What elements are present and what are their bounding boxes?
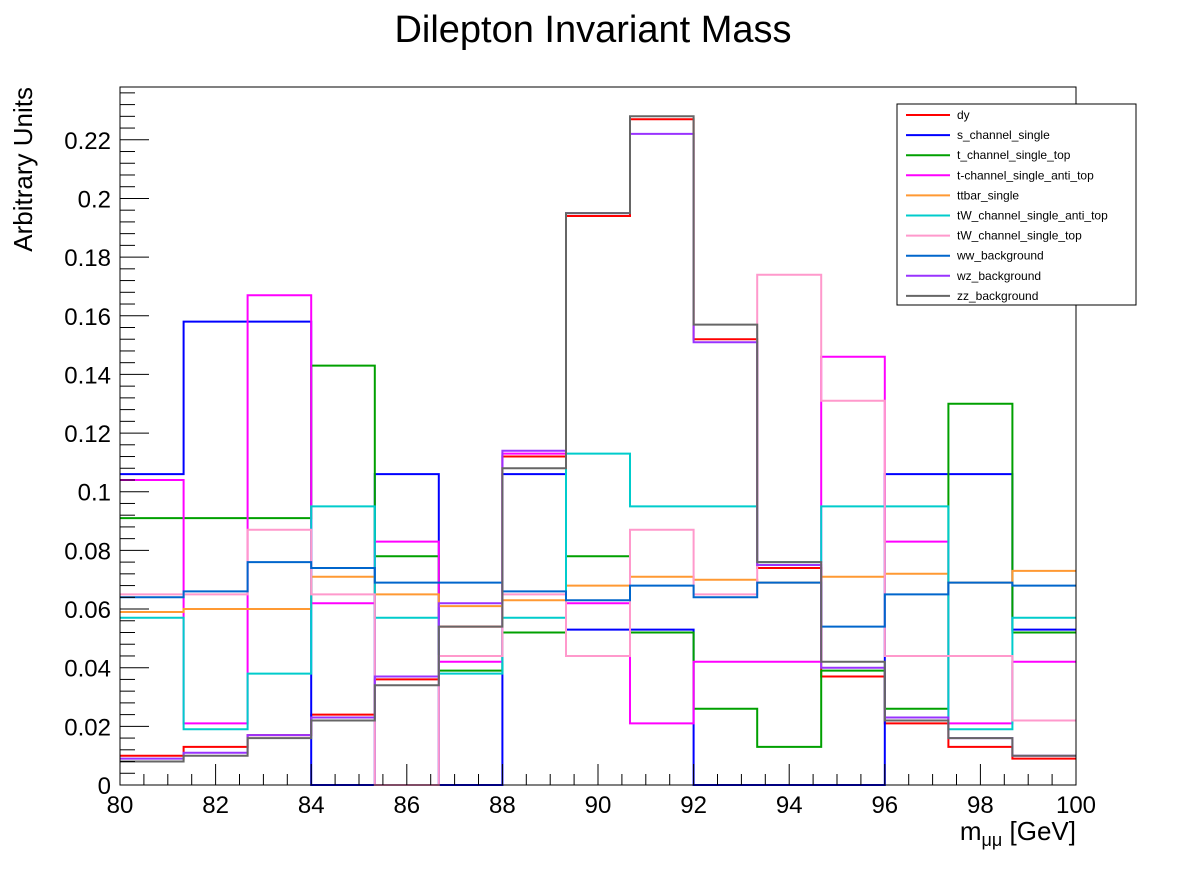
legend-label-tW_channel_single_anti_top: tW_channel_single_anti_top — [957, 209, 1108, 223]
legend-label-dy: dy — [957, 108, 970, 122]
x-tick-label: 94 — [776, 792, 803, 819]
series-layer — [120, 115, 1076, 786]
x-axis-title-sub: μμ — [982, 830, 1003, 850]
series-line-zz_background — [120, 115, 1076, 763]
y-tick-label: 0.16 — [64, 304, 111, 331]
x-tick-label: 92 — [680, 792, 707, 819]
legend-label-wz_background: wz_background — [956, 269, 1041, 283]
x-tick-label: 96 — [871, 792, 898, 819]
x-tick-label: 90 — [585, 792, 612, 819]
y-tick-label: 0.12 — [64, 421, 111, 448]
x-tick-label: 84 — [298, 792, 325, 819]
legend: dy s_channel_single t_channel_single_top t-… — [896, 103, 1137, 306]
legend-box — [896, 103, 1137, 306]
y-tick-label: 0.14 — [64, 362, 111, 389]
chart-title: Dilepton Invariant Mass — [394, 9, 791, 51]
x-axis-title: mμμ [GeV] — [960, 816, 1076, 850]
legend-label-tW_channel_single_top: tW_channel_single_top — [957, 229, 1082, 243]
y-tick-label: 0 — [98, 773, 111, 800]
y-axis: 0 0.02 0.04 0.06 0.08 0.1 0.12 0.14 0.16 0.18 0.2 0… — [64, 92, 149, 800]
x-tick-label: 88 — [489, 792, 516, 819]
legend-label-t_channel_single_top: t_channel_single_top — [957, 148, 1071, 162]
y-tick-label: 0.06 — [64, 597, 111, 624]
y-tick-label: 0.18 — [64, 245, 111, 272]
x-axis-title-main: m — [960, 816, 982, 846]
legend-label-ww_background: ww_background — [956, 249, 1044, 263]
y-tick-label: 0.08 — [64, 538, 111, 565]
y-axis-title: Arbitrary Units — [8, 87, 38, 252]
x-axis-title-unit: [GeV] — [1002, 816, 1076, 846]
x-tick-label: 82 — [202, 792, 229, 819]
x-tick-label: 86 — [393, 792, 420, 819]
legend-label-zz_background: zz_background — [957, 289, 1038, 303]
series-line-ww_background — [120, 561, 1076, 628]
x-tick-label: 100 — [1056, 792, 1096, 819]
legend-label-t-channel_single_anti_top: t-channel_single_anti_top — [957, 168, 1094, 182]
legend-label-ttbar_single: ttbar_single — [957, 188, 1019, 202]
y-tick-label: 0.22 — [64, 128, 111, 155]
legend-label-s_channel_single: s_channel_single — [957, 128, 1050, 142]
x-tick-label: 80 — [107, 792, 134, 819]
y-tick-label: 0.1 — [78, 480, 111, 507]
x-tick-label: 98 — [967, 792, 994, 819]
y-tick-label: 0.02 — [64, 714, 111, 741]
y-tick-label: 0.2 — [78, 186, 111, 213]
series-line-tW_channel_single_anti_top — [120, 452, 1076, 731]
y-tick-label: 0.04 — [64, 656, 111, 683]
x-axis: 80 82 84 86 88 90 92 94 96 98 100 — [107, 764, 1096, 819]
